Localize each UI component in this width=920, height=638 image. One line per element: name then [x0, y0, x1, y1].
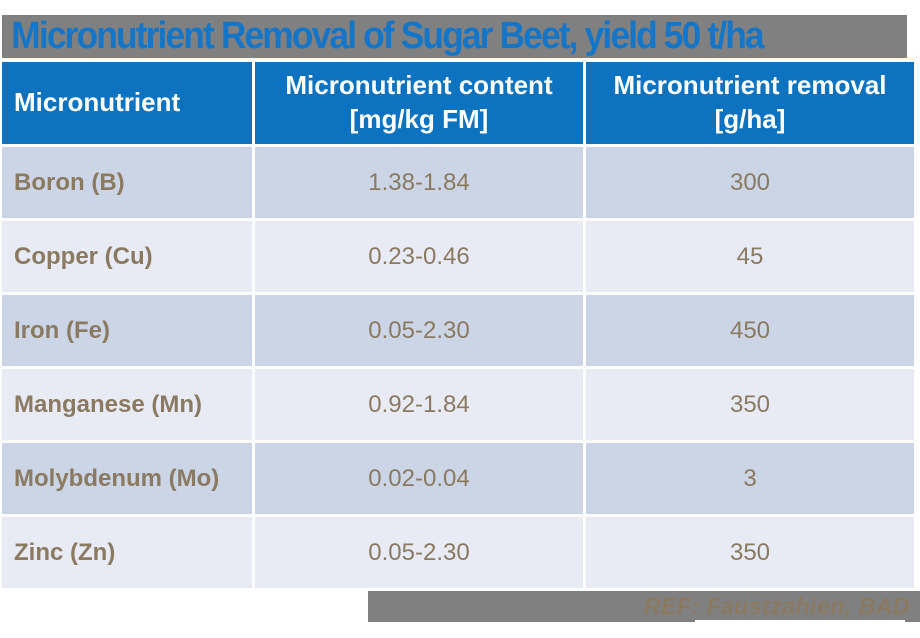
- table-cell-nutrient: Boron (B): [2, 147, 252, 218]
- table-cell-nutrient: Iron (Fe): [2, 295, 252, 366]
- table-cell-content: 0.23-0.46: [255, 221, 583, 292]
- table-cell-removal: 350: [586, 517, 914, 588]
- table-cell-nutrient: Copper (Cu): [2, 221, 252, 292]
- table-cell-removal: 350: [586, 369, 914, 440]
- page-title: Micronutrient Removal of Sugar Beet, yie…: [11, 15, 764, 57]
- table-cell-removal: 3: [586, 443, 914, 514]
- table-cell-removal: 450: [586, 295, 914, 366]
- table-cell-content: 0.05-2.30: [255, 295, 583, 366]
- table-cell-removal: 45: [586, 221, 914, 292]
- table-cell-nutrient: Zinc (Zn): [2, 517, 252, 588]
- reference-underline: [695, 620, 905, 622]
- table-cell-content: 0.92-1.84: [255, 369, 583, 440]
- column-header-content: Micronutrient content [mg/kg FM]: [255, 62, 583, 144]
- micronutrient-table: Micronutrient Micronutrient content [mg/…: [2, 62, 914, 588]
- reference-bar: REF: Faustzahien, BAD: [368, 591, 920, 622]
- column-header-micronutrient: Micronutrient: [2, 62, 252, 144]
- reference-text: REF: Faustzahien, BAD: [643, 593, 910, 619]
- table-cell-content: 0.05-2.30: [255, 517, 583, 588]
- table-cell-nutrient: Molybdenum (Mo): [2, 443, 252, 514]
- table-cell-content: 1.38-1.84: [255, 147, 583, 218]
- column-header-removal: Micronutrient removal [g/ha]: [586, 62, 914, 144]
- title-bar: Micronutrient Removal of Sugar Beet, yie…: [2, 15, 907, 58]
- table-cell-nutrient: Manganese (Mn): [2, 369, 252, 440]
- table-cell-content: 0.02-0.04: [255, 443, 583, 514]
- table-cell-removal: 300: [586, 147, 914, 218]
